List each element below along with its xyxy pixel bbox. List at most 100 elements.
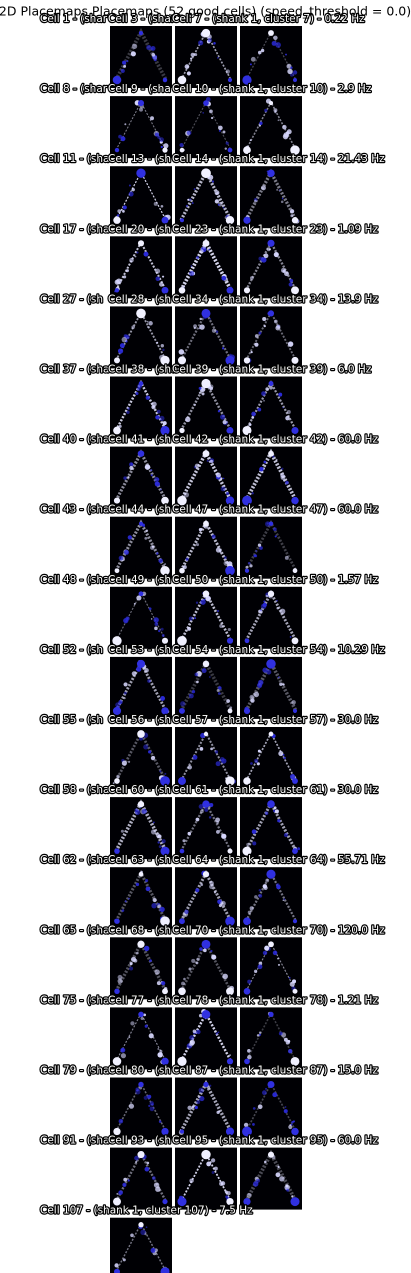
blob	[196, 1100, 201, 1104]
blob	[187, 626, 192, 631]
blob	[280, 200, 284, 204]
blob	[201, 168, 211, 179]
blob	[242, 846, 252, 856]
placemap	[240, 1147, 302, 1210]
blob	[264, 811, 269, 816]
blob	[247, 561, 251, 565]
blob	[223, 556, 227, 560]
blob	[291, 1195, 294, 1198]
blob	[253, 200, 257, 203]
blob	[279, 682, 283, 686]
blob	[203, 100, 209, 106]
blob	[125, 269, 129, 273]
blob	[162, 147, 168, 153]
blob	[123, 682, 128, 687]
blob	[135, 1087, 140, 1092]
blob	[190, 57, 193, 60]
placemap	[110, 26, 172, 88]
blob	[195, 888, 200, 893]
blob	[194, 53, 198, 57]
blob	[138, 30, 144, 36]
blob	[256, 762, 260, 766]
blob	[121, 760, 127, 766]
blob	[211, 954, 217, 960]
placemap	[110, 516, 172, 579]
blob	[129, 257, 134, 263]
blob	[216, 609, 220, 613]
blob	[254, 334, 259, 338]
blob	[133, 602, 136, 605]
blob	[179, 848, 185, 854]
blob	[179, 147, 185, 153]
blob	[289, 209, 295, 214]
blob	[263, 325, 266, 328]
blob	[134, 808, 139, 813]
blob	[182, 565, 187, 570]
blob	[217, 203, 220, 206]
cell-title: Cell 28 - (sh	[108, 293, 171, 305]
placemap	[110, 1147, 172, 1210]
blob	[183, 492, 190, 498]
blob	[269, 385, 273, 390]
blob	[282, 754, 285, 756]
blob	[154, 969, 160, 975]
blob	[117, 348, 124, 354]
blob	[191, 1105, 195, 1109]
blob	[145, 1226, 148, 1229]
placemap	[240, 1077, 302, 1140]
blob	[283, 833, 289, 838]
blob	[249, 139, 252, 142]
blob	[243, 287, 251, 294]
blob	[282, 406, 284, 409]
blob	[284, 555, 289, 560]
blob	[209, 459, 214, 464]
blob	[114, 918, 120, 924]
blob	[123, 691, 127, 695]
blob	[257, 407, 262, 412]
blob	[244, 1058, 250, 1065]
blob	[147, 1094, 152, 1099]
blob	[251, 492, 254, 495]
blob	[282, 683, 285, 686]
blob	[267, 1080, 275, 1089]
blob	[268, 731, 274, 737]
blob	[123, 1177, 128, 1182]
blob	[154, 626, 158, 631]
blob	[271, 40, 277, 46]
blob	[138, 521, 144, 526]
blob	[121, 336, 128, 343]
cell-title: Cell 52 - (sh	[40, 644, 103, 656]
blob	[227, 77, 233, 83]
cell-title: Cell 78 - (shank 1, cluster 78) - 1.21 H…	[172, 994, 378, 1006]
blob	[130, 1233, 134, 1238]
blob	[186, 130, 192, 136]
placemap	[240, 26, 302, 88]
blob	[116, 278, 122, 285]
blob	[278, 1031, 283, 1036]
blob	[160, 565, 170, 576]
cell-title: Cell 7 - (shank 1, cluster 7) - 0.22 Hz	[172, 13, 365, 25]
blob	[120, 1047, 126, 1053]
blob	[150, 545, 155, 550]
blob	[261, 391, 266, 396]
blob	[162, 988, 168, 995]
blob	[272, 455, 275, 458]
blob	[118, 134, 123, 139]
placemap	[240, 727, 302, 789]
blob	[178, 349, 185, 355]
placemap	[240, 166, 302, 229]
blob	[148, 1033, 154, 1039]
blob	[216, 1110, 220, 1115]
blob	[203, 1081, 209, 1088]
cell-title: Cell 27 - (sh	[40, 293, 103, 305]
blob	[223, 560, 229, 566]
blob	[157, 135, 161, 139]
blob	[131, 187, 135, 192]
blob	[191, 958, 196, 963]
blob	[146, 320, 149, 323]
blob	[211, 534, 216, 539]
blob	[161, 981, 166, 986]
blob	[161, 286, 169, 294]
blob	[289, 635, 292, 638]
cell-title: Cell 93 - (sh	[108, 1135, 171, 1147]
